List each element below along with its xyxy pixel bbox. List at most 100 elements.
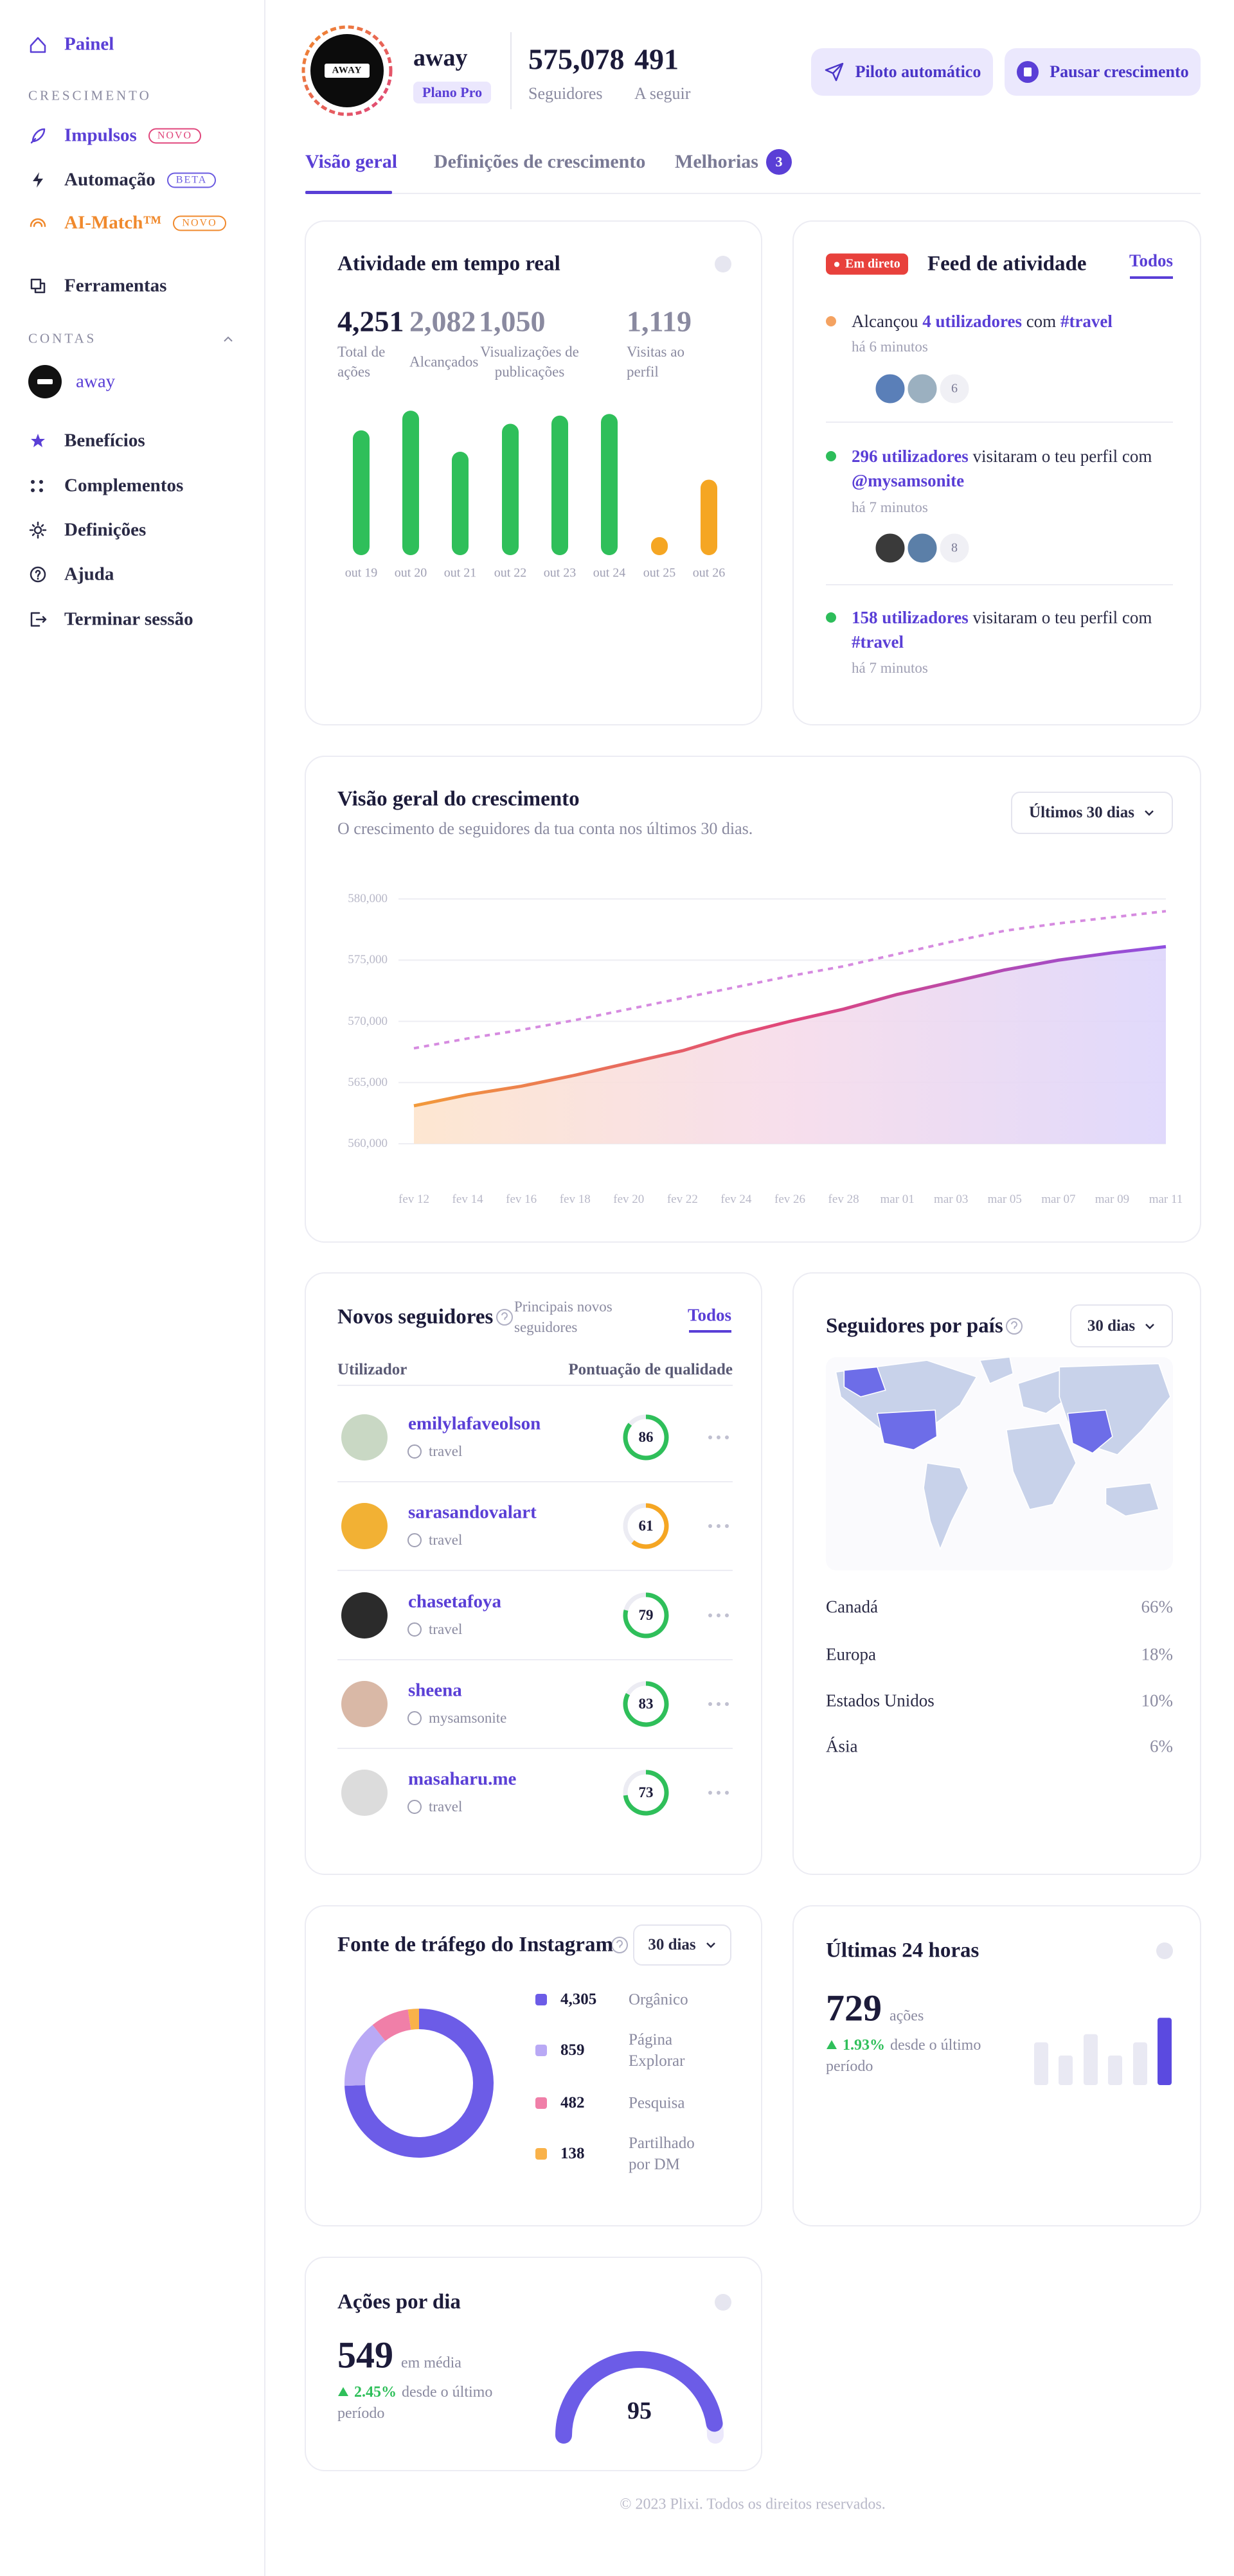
- y-tick-label: 570,000: [348, 1014, 388, 1028]
- feed-highlight: 296 utilizadores: [852, 447, 969, 466]
- live-dot: [834, 262, 839, 267]
- y-tick-label: 560,000: [348, 1137, 388, 1150]
- nav-icon: [30, 612, 47, 627]
- nav-item[interactable]: AI-Match™ NOVO: [64, 213, 226, 234]
- nav-icon: [31, 434, 45, 447]
- change-note: desde o último período: [826, 2037, 981, 2075]
- kpi-unit: ações: [890, 2007, 924, 2025]
- stat-value: 491: [634, 42, 679, 76]
- nav-item[interactable]: Painel: [64, 33, 114, 55]
- score-ring: [623, 1414, 669, 1461]
- legend-swatch: [535, 2045, 547, 2056]
- stat-label: Alcançados: [409, 353, 479, 370]
- mini-bar: [1108, 2056, 1122, 2085]
- bar: [551, 415, 568, 555]
- avatar-ring: [301, 25, 393, 116]
- more-dot: [717, 1702, 720, 1706]
- card-link[interactable]: Todos: [687, 1305, 731, 1325]
- chevron: [706, 1942, 715, 1948]
- kpi-value: 549: [337, 2334, 393, 2376]
- action-button[interactable]: Piloto automático: [811, 48, 993, 96]
- donut-slice: [372, 2009, 411, 2041]
- nav-icon: [30, 566, 46, 583]
- mini-bar: [1034, 2042, 1048, 2085]
- user-name[interactable]: sheena: [408, 1680, 462, 1701]
- score-value: 73: [638, 1784, 654, 1800]
- help-icon: [611, 1937, 628, 1953]
- help-icon: [496, 1309, 513, 1326]
- feed-text-part: visitaram o teu perfil com: [968, 447, 1152, 466]
- nav-item[interactable]: Benefícios: [64, 430, 145, 451]
- feed-time: há 6 minutos: [852, 339, 928, 355]
- nav-item[interactable]: Ferramentas: [64, 275, 167, 296]
- card-link[interactable]: Todos: [1129, 251, 1173, 271]
- feed-dot: [826, 612, 836, 623]
- change-note: desde o último período: [337, 2384, 493, 2422]
- more-dot: [717, 1435, 720, 1439]
- mini-bar: [1158, 2018, 1172, 2085]
- bar: [601, 414, 618, 555]
- change: 2.45% desde o último período: [337, 2382, 511, 2424]
- x-tick-label: out 19: [344, 565, 378, 580]
- nav-item[interactable]: Terminar sessão: [64, 608, 193, 630]
- nav-item[interactable]: Definições: [64, 519, 147, 540]
- score-value: 79: [638, 1607, 654, 1623]
- x-tick-label: out 25: [643, 565, 676, 580]
- change-value: 1.93%: [843, 2037, 885, 2054]
- x-tick-label: mar 09: [1095, 1193, 1130, 1206]
- avatar-logo: [325, 64, 370, 78]
- feed-highlight: #travel: [1060, 312, 1113, 331]
- avatar-text: AWAY: [332, 65, 362, 76]
- feed-highlight: 158 utilizadores: [852, 608, 969, 627]
- action-button[interactable]: Pausar crescimento: [1005, 48, 1201, 96]
- send-icon: [825, 62, 843, 82]
- y-tick-label: 565,000: [348, 1075, 388, 1089]
- x-tick-label: mar 05: [987, 1193, 1022, 1206]
- card-subtitle: Principais novos seguidores: [514, 1299, 613, 1335]
- dropdown[interactable]: Últimos 30 dias: [1011, 792, 1173, 834]
- card-title: Fonte de tráfego do Instagram: [337, 1933, 613, 1957]
- user-name[interactable]: emilylafaveolson: [408, 1413, 541, 1434]
- nav-item[interactable]: Automação BETA: [64, 170, 217, 191]
- chevron: [1145, 810, 1154, 816]
- user-tag: travel: [429, 1443, 463, 1459]
- tab-badge-count: 3: [775, 154, 783, 170]
- nav-item[interactable]: Complementos: [64, 475, 184, 496]
- score-ring: [623, 1770, 669, 1816]
- user-tag: travel: [429, 1799, 463, 1815]
- footer: © 2023 Plixi. Todos os direitos reservad…: [620, 2496, 886, 2513]
- user-name[interactable]: sarasandovalart: [408, 1502, 537, 1523]
- tab[interactable]: Definições de crescimento: [434, 151, 646, 172]
- live-label: Em direto: [845, 256, 900, 271]
- more-dot: [708, 1613, 712, 1617]
- button-label[interactable]: Piloto automático: [855, 62, 981, 81]
- nav-badge: BETA: [166, 172, 217, 188]
- nav-item[interactable]: Ajuda: [64, 564, 114, 585]
- tab[interactable]: Visão geral: [305, 151, 398, 172]
- tab[interactable]: Melhorias: [675, 151, 758, 172]
- account-name[interactable]: away: [76, 371, 116, 392]
- x-tick-label: out 21: [443, 565, 477, 580]
- nav-item[interactable]: Impulsos NOVO: [64, 125, 202, 147]
- stat-value: 1,119: [627, 305, 692, 338]
- score-ring: [623, 1592, 669, 1639]
- status-dot: [715, 256, 731, 272]
- card-title: Visão geral do crescimento: [337, 787, 580, 811]
- kpi-value: 729: [826, 1987, 882, 2029]
- dropdown[interactable]: 30 dias: [633, 1924, 731, 1966]
- legend-label: Partilhado por DM: [629, 2135, 695, 2173]
- up-arrow: [827, 2040, 837, 2049]
- user-name[interactable]: chasetafoya: [408, 1591, 501, 1612]
- nav-icon: [30, 278, 46, 294]
- feed-avatar: [873, 372, 907, 405]
- area: [414, 946, 1166, 1144]
- feed-time: há 7 minutos: [852, 499, 928, 515]
- user-avatar: [341, 1770, 388, 1816]
- dropdown[interactable]: 30 dias: [1070, 1304, 1173, 1347]
- legend-value: 859: [560, 2041, 585, 2059]
- score-ring: [631, 1503, 669, 1549]
- button-label[interactable]: Pausar crescimento: [1050, 62, 1189, 81]
- change: 1.93% desde o último período: [826, 2035, 1019, 2077]
- user-name[interactable]: masaharu.me: [408, 1768, 517, 1790]
